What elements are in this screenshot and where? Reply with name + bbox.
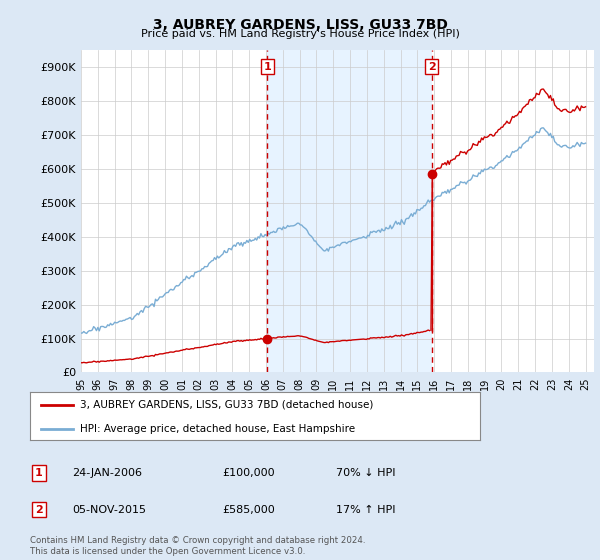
- Text: Contains HM Land Registry data © Crown copyright and database right 2024.
This d: Contains HM Land Registry data © Crown c…: [30, 536, 365, 556]
- Text: 24-JAN-2006: 24-JAN-2006: [72, 468, 142, 478]
- Text: 70% ↓ HPI: 70% ↓ HPI: [336, 468, 395, 478]
- Text: 3, AUBREY GARDENS, LISS, GU33 7BD (detached house): 3, AUBREY GARDENS, LISS, GU33 7BD (detac…: [79, 400, 373, 410]
- Text: 2: 2: [35, 505, 43, 515]
- Text: 3, AUBREY GARDENS, LISS, GU33 7BD: 3, AUBREY GARDENS, LISS, GU33 7BD: [152, 18, 448, 32]
- Text: 1: 1: [35, 468, 43, 478]
- Text: HPI: Average price, detached house, East Hampshire: HPI: Average price, detached house, East…: [79, 424, 355, 433]
- Text: £585,000: £585,000: [222, 505, 275, 515]
- Text: 1: 1: [263, 62, 271, 72]
- Text: 17% ↑ HPI: 17% ↑ HPI: [336, 505, 395, 515]
- Text: 05-NOV-2015: 05-NOV-2015: [72, 505, 146, 515]
- Bar: [267, 50, 431, 372]
- Text: £100,000: £100,000: [222, 468, 275, 478]
- Text: 2: 2: [428, 62, 436, 72]
- Text: Price paid vs. HM Land Registry's House Price Index (HPI): Price paid vs. HM Land Registry's House …: [140, 29, 460, 39]
